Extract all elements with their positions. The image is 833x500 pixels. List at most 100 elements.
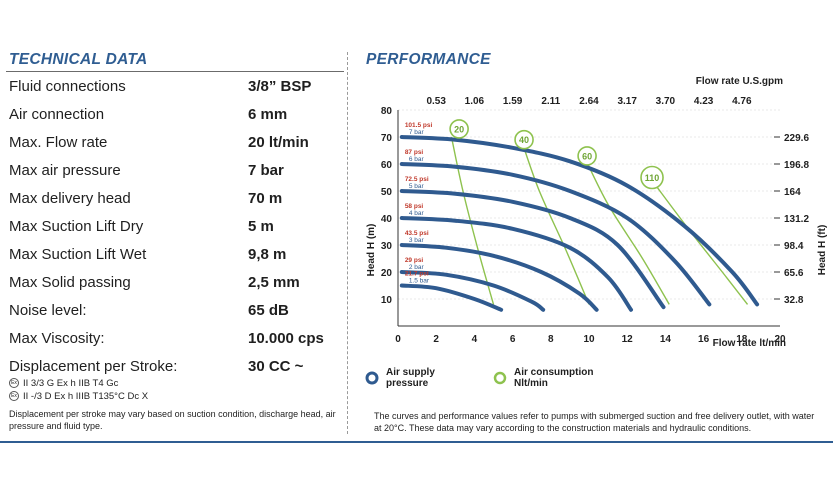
top-tick-label: 1.59 [503,96,523,107]
pressure-curve [399,162,712,307]
spec-label: Max Viscosity: [9,330,105,347]
atex-icon: Ex [9,391,19,402]
spec-value: 30 CC ~ [248,358,304,375]
x-tick-label: 4 [472,334,478,345]
right-axis-title: Head H (ft) [817,225,828,276]
spec-row: Max Viscosity: 10.000 cps [9,330,344,352]
right-axis-ticks: 229.6 196.8 164 131.2 98.4 65.6 32.8 [774,133,809,306]
top-tick-label: 0.53 [426,96,446,107]
air-bubble [577,146,597,166]
y-axis-title: Head H (m) [366,224,377,277]
bar-label: 6 bar [409,156,425,163]
performance-title: PERFORMANCE [366,51,491,68]
y-tick-label: 50 [381,187,393,198]
bar-label: 4 bar [409,210,425,217]
right-tick-label: 131.2 [784,214,809,225]
x-tick-label: 18 [736,334,748,345]
spec-label: Displacement per Stroke: [9,358,178,375]
spec-label: Max. Flow rate [9,134,108,151]
spec-value: 6 mm [248,106,288,123]
spec-row: Max Solid passing 2,5 mm [9,274,344,296]
pressure-curve [399,216,634,312]
spec-row: Max Suction Lift Dry 5 m [9,218,344,240]
cert-text: II 3/3 G Ex h IIB T4 Gc [23,378,119,389]
spec-value: 10.000 cps [248,330,324,347]
legend-air-consumption-line1: Air consumption [514,367,593,378]
y-tick-label: 70 [381,133,393,144]
top-tick-label: 4.76 [732,96,752,107]
right-tick-label: 32.8 [784,295,804,306]
y-tick-label: 40 [381,214,393,225]
psi-label: 21.7 psi [405,271,429,278]
spec-label: Noise level: [9,302,87,319]
y-tick-label: 30 [381,241,393,252]
air-consumption-line [655,185,749,305]
x-axis-title: Flow rate lt/min [713,338,786,349]
spec-value: 3/8” BSP [248,78,312,95]
right-tick-label: 98.4 [784,241,804,252]
spec-label: Max delivery head [9,190,131,207]
spec-row: Max delivery head 70 m [9,190,344,212]
top-axis-ticks: 0.53 1.06 1.59 2.11 2.64 3.17 3.70 4.23 4.76 [426,96,752,107]
x-tick-label: 0 [395,334,401,345]
right-tick-label: 196.8 [784,160,809,171]
right-tick-label: 229.6 [784,133,809,144]
air-consumption-labels: 20 40 60 110 [449,119,664,190]
bar-label: 3 bar [409,237,425,244]
legend-air-consumption: Air consumption Nlt/min [493,367,596,389]
x-tick-label: 6 [510,334,516,345]
spec-value: 5 m [248,218,274,235]
spec-value: 65 dB [248,302,289,319]
spec-row: Displacement per Stroke: 30 CC ~ [9,358,344,380]
pressure-curve [399,270,546,312]
legend-air-supply: Air supply pressure [365,367,435,389]
psi-label: 72.5 psi [405,176,429,183]
x-tick-label: 20 [774,334,786,345]
x-axis-ticks: 0 2 4 6 8 10 12 14 16 18 20 [395,334,786,345]
spec-row: Max air pressure 7 bar [9,162,344,184]
bar-label: 5 bar [409,183,425,190]
psi-label: 87 psi [405,149,424,156]
spec-value: 20 lt/min [248,134,309,151]
air-bubble-label: 60 [582,151,592,161]
spec-row: Fluid connections 3/8” BSP [9,78,344,100]
legend-air-consumption-line2: Nlt/min [514,378,548,389]
air-bubble-label: 40 [519,135,529,145]
y-tick-label: 80 [381,106,393,117]
axes [397,110,780,327]
air-consumption-line [584,158,670,305]
atex-icon: Ex [9,378,19,389]
bar-label: 7 bar [409,129,425,136]
section-divider [347,52,348,434]
air-bubble [449,119,469,139]
air-bubble-label: 20 [454,124,464,134]
spec-label: Max Suction Lift Dry [9,218,144,235]
technical-data-title: TECHNICAL DATA [9,51,148,68]
legend-air-supply-line2: pressure [386,378,429,389]
x-tick-label: 10 [583,334,595,345]
right-tick-label: 164 [784,187,801,198]
performance-note: The curves and performance values refer … [374,411,815,433]
atex-cert-gas: Ex II 3/3 G Ex h IIB T4 Gc [9,378,118,389]
psi-label: 29 psi [405,257,424,264]
bottom-rule [0,441,833,443]
y-tick-label: 20 [381,268,393,279]
x-tick-label: 14 [660,334,672,345]
spec-label: Max Suction Lift Wet [9,246,147,263]
legend-air-consumption-text: Air consumption Nlt/min [514,367,596,389]
bar-label: 2 bar [409,264,425,271]
air-bubble-label: 110 [645,173,660,183]
air-bubble [514,129,534,150]
top-tick-label: 3.17 [617,96,637,107]
psi-label: 58 psi [405,203,424,210]
pressure-curve [399,283,504,312]
title-rule [6,71,344,72]
x-tick-label: 8 [548,334,554,345]
pressure-curve [399,135,760,307]
spec-label: Max air pressure [9,162,121,179]
spec-row: Max Suction Lift Wet 9,8 m [9,246,344,268]
atex-cert-dust: Ex II -/3 D Ex h IIIB T135°C Dc X [9,391,148,402]
top-tick-label: 1.06 [465,96,485,107]
right-tick-label: 65.6 [784,268,804,279]
